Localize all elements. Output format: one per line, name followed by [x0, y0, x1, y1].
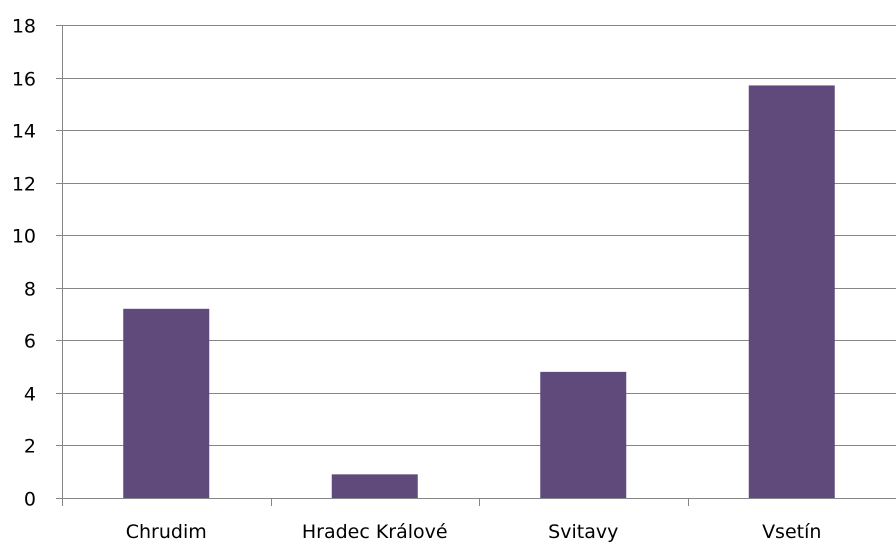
axes	[56, 25, 896, 506]
y-tick-label: 4	[24, 384, 36, 406]
bar-chrudim	[123, 308, 210, 498]
x-category-label: Svitavy	[548, 521, 618, 542]
y-tick-label: 0	[24, 489, 36, 511]
bar-svitavy	[540, 371, 627, 498]
y-axis-tick-labels: 0 2 4 6 8 10 12 14 16 18	[12, 16, 36, 511]
y-tick-label: 10	[12, 226, 36, 248]
y-tick-label: 16	[12, 69, 36, 91]
y-tick-label: 14	[12, 121, 36, 143]
y-tick-label: 12	[12, 174, 36, 196]
y-tick-label: 6	[24, 331, 36, 353]
y-tick-label: 2	[24, 436, 36, 458]
bars	[123, 85, 835, 498]
y-tick-label: 18	[12, 16, 36, 38]
bar-hradec-kr-lov-	[331, 474, 418, 498]
x-category-label: Vsetín	[762, 521, 821, 542]
x-category-label: Hradec Králové	[302, 521, 448, 542]
x-category-label: Chrudim	[126, 521, 207, 542]
bar-vset-n	[748, 85, 835, 498]
x-axis-category-labels: Chrudim Hradec Králové Svitavy Vsetín	[126, 521, 822, 542]
y-tick-label: 8	[24, 279, 36, 301]
